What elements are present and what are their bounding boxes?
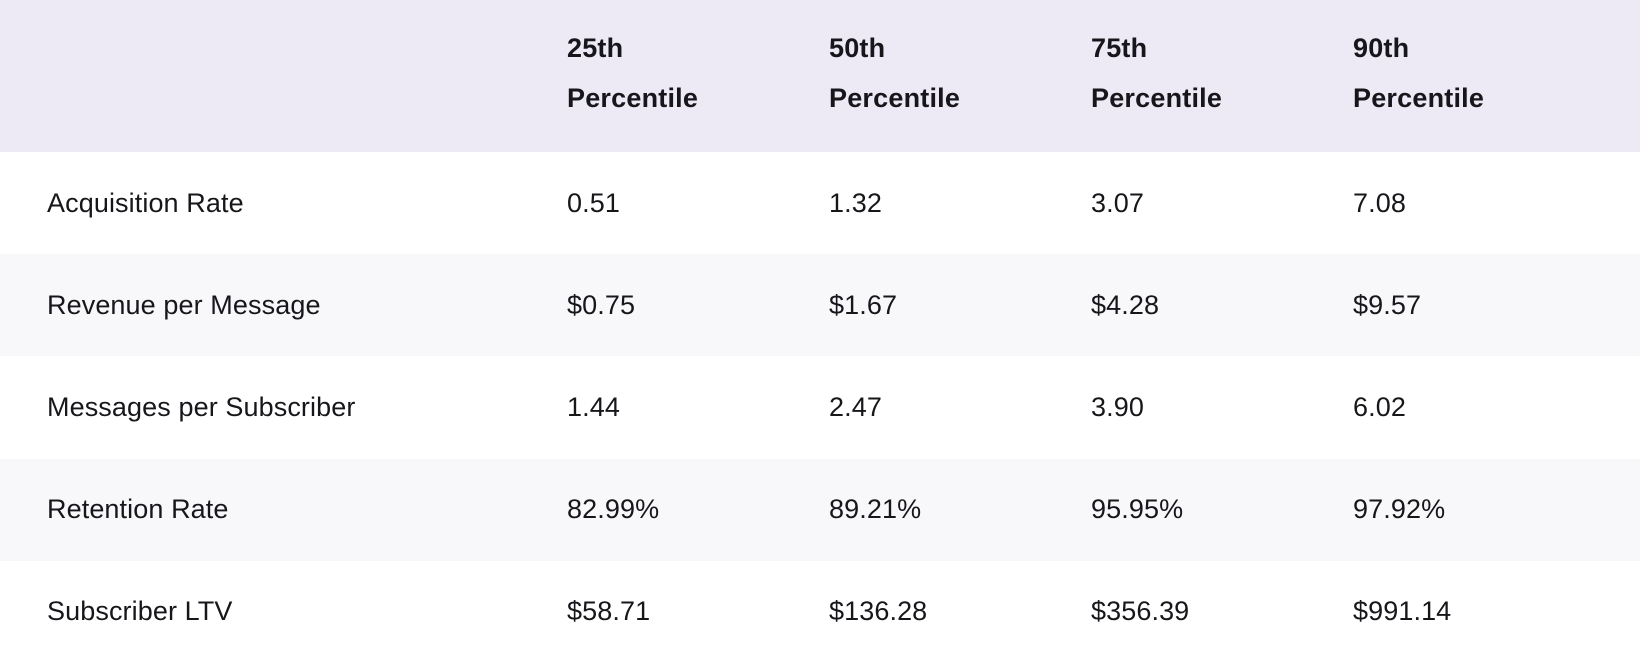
row-label: Subscriber LTV — [47, 596, 233, 627]
column-header-50th-percentile: 50th Percentile — [829, 33, 961, 113]
cell-value: $0.75 — [567, 289, 636, 320]
cell-value: 1.44 — [567, 391, 620, 422]
row-label: Revenue per Message — [47, 289, 321, 320]
cell-value: 2.47 — [829, 391, 882, 422]
cell-value: 3.90 — [1091, 391, 1144, 422]
cell-value: 95.95% — [1091, 494, 1184, 525]
cell-value: 7.08 — [1353, 187, 1406, 218]
table-row-revenue-per-message: Revenue per Message $0.75 $1.67 $4.28 $9… — [0, 254, 1640, 357]
cell-value: 1.32 — [829, 187, 882, 218]
table-row-acquisition-rate: Acquisition Rate 0.51 1.32 3.07 7.08 — [0, 152, 1640, 255]
cell-value: $58.71 — [567, 596, 651, 627]
cell-value: $991.14 — [1353, 596, 1452, 627]
row-label: Acquisition Rate — [47, 187, 244, 218]
column-header-25th-percentile: 25th Percentile — [567, 33, 699, 113]
cell-value: $1.67 — [829, 289, 898, 320]
cell-value: 6.02 — [1353, 391, 1406, 422]
row-label: Messages per Subscriber — [47, 391, 356, 422]
cell-value: 0.51 — [567, 187, 620, 218]
cell-value: $9.57 — [1353, 289, 1422, 320]
cell-value: $4.28 — [1091, 289, 1160, 320]
column-header-90th-percentile: 90th Percentile — [1353, 33, 1485, 113]
cell-value: 3.07 — [1091, 187, 1144, 218]
column-header-blank — [47, 0, 227, 23]
table-row-messages-per-subscriber: Messages per Subscriber 1.44 2.47 3.90 6… — [0, 356, 1640, 459]
row-label: Retention Rate — [47, 494, 229, 525]
column-header-75th-percentile: 75th Percentile — [1091, 33, 1223, 113]
cell-value: 82.99% — [567, 494, 660, 525]
table-row-retention-rate: Retention Rate 82.99% 89.21% 95.95% 97.9… — [0, 458, 1640, 561]
table-row-subscriber-ltv: Subscriber LTV $58.71 $136.28 $356.39 $9… — [0, 560, 1640, 663]
cell-value: $356.39 — [1091, 596, 1190, 627]
cell-value: $136.28 — [829, 596, 928, 627]
cell-value: 97.92% — [1353, 494, 1446, 525]
table-header-row: 25th Percentile 50th Percentile 75th Per… — [0, 0, 1640, 152]
cell-value: 89.21% — [829, 494, 922, 525]
